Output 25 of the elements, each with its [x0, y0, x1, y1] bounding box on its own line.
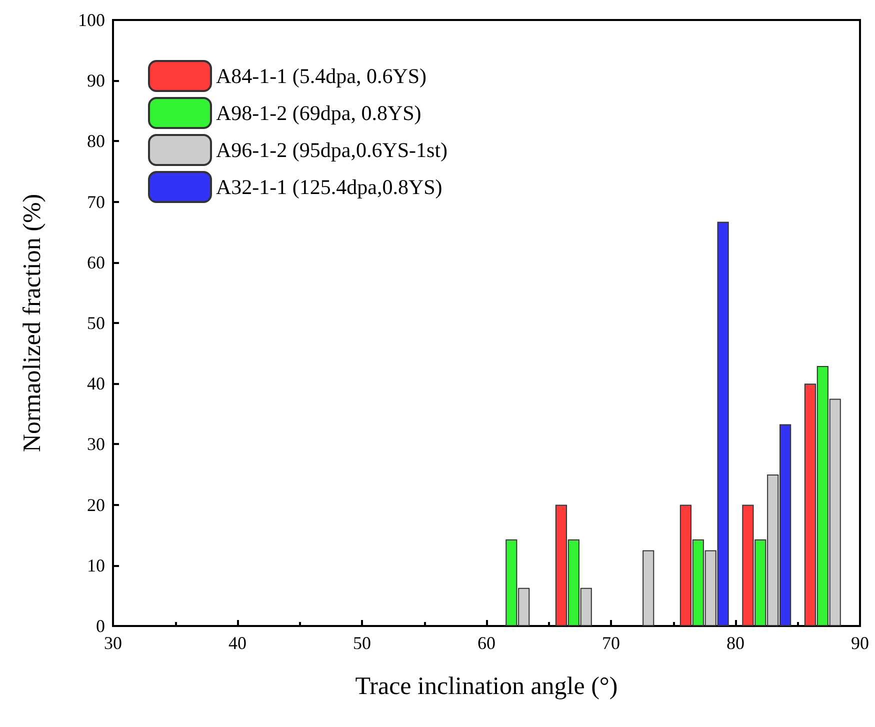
x-tick-label: 90: [851, 633, 869, 653]
x-tick-label: 40: [228, 633, 246, 653]
y-tick-label: 0: [96, 616, 105, 636]
y-tick-label: 60: [87, 252, 105, 272]
legend-label: A84-1-1 (5.4dpa, 0.6YS): [216, 64, 427, 88]
y-axis-title: Normaolized fraction (%): [19, 194, 46, 452]
y-tick-label: 70: [87, 192, 105, 212]
x-tick-label: 80: [726, 633, 744, 653]
bar: [642, 550, 654, 626]
y-tick-label: 90: [87, 70, 105, 91]
x-tick-label: 70: [602, 633, 620, 653]
y-tick-label: 80: [87, 131, 105, 152]
y-tick-label: 20: [87, 494, 105, 515]
x-axis-title: Trace inclination angle (°): [355, 673, 618, 700]
legend-label: A98-1-2 (69dpa, 0.8YS): [216, 101, 422, 125]
y-tick-label: 10: [87, 555, 105, 576]
y-tick-label: 100: [78, 10, 105, 30]
y-tick-label: 40: [87, 374, 105, 394]
x-tick-label: 50: [353, 633, 371, 653]
legend-label: A32-1-1 (125.4dpa,0.8YS): [216, 175, 442, 199]
x-tick-label: 30: [104, 633, 122, 653]
legend-label: A96-1-2 (95dpa,0.6YS-1st): [216, 138, 448, 162]
y-tick-label: 50: [87, 313, 105, 333]
y-tick-label: 30: [87, 434, 105, 454]
x-tick-label: 60: [478, 633, 496, 653]
